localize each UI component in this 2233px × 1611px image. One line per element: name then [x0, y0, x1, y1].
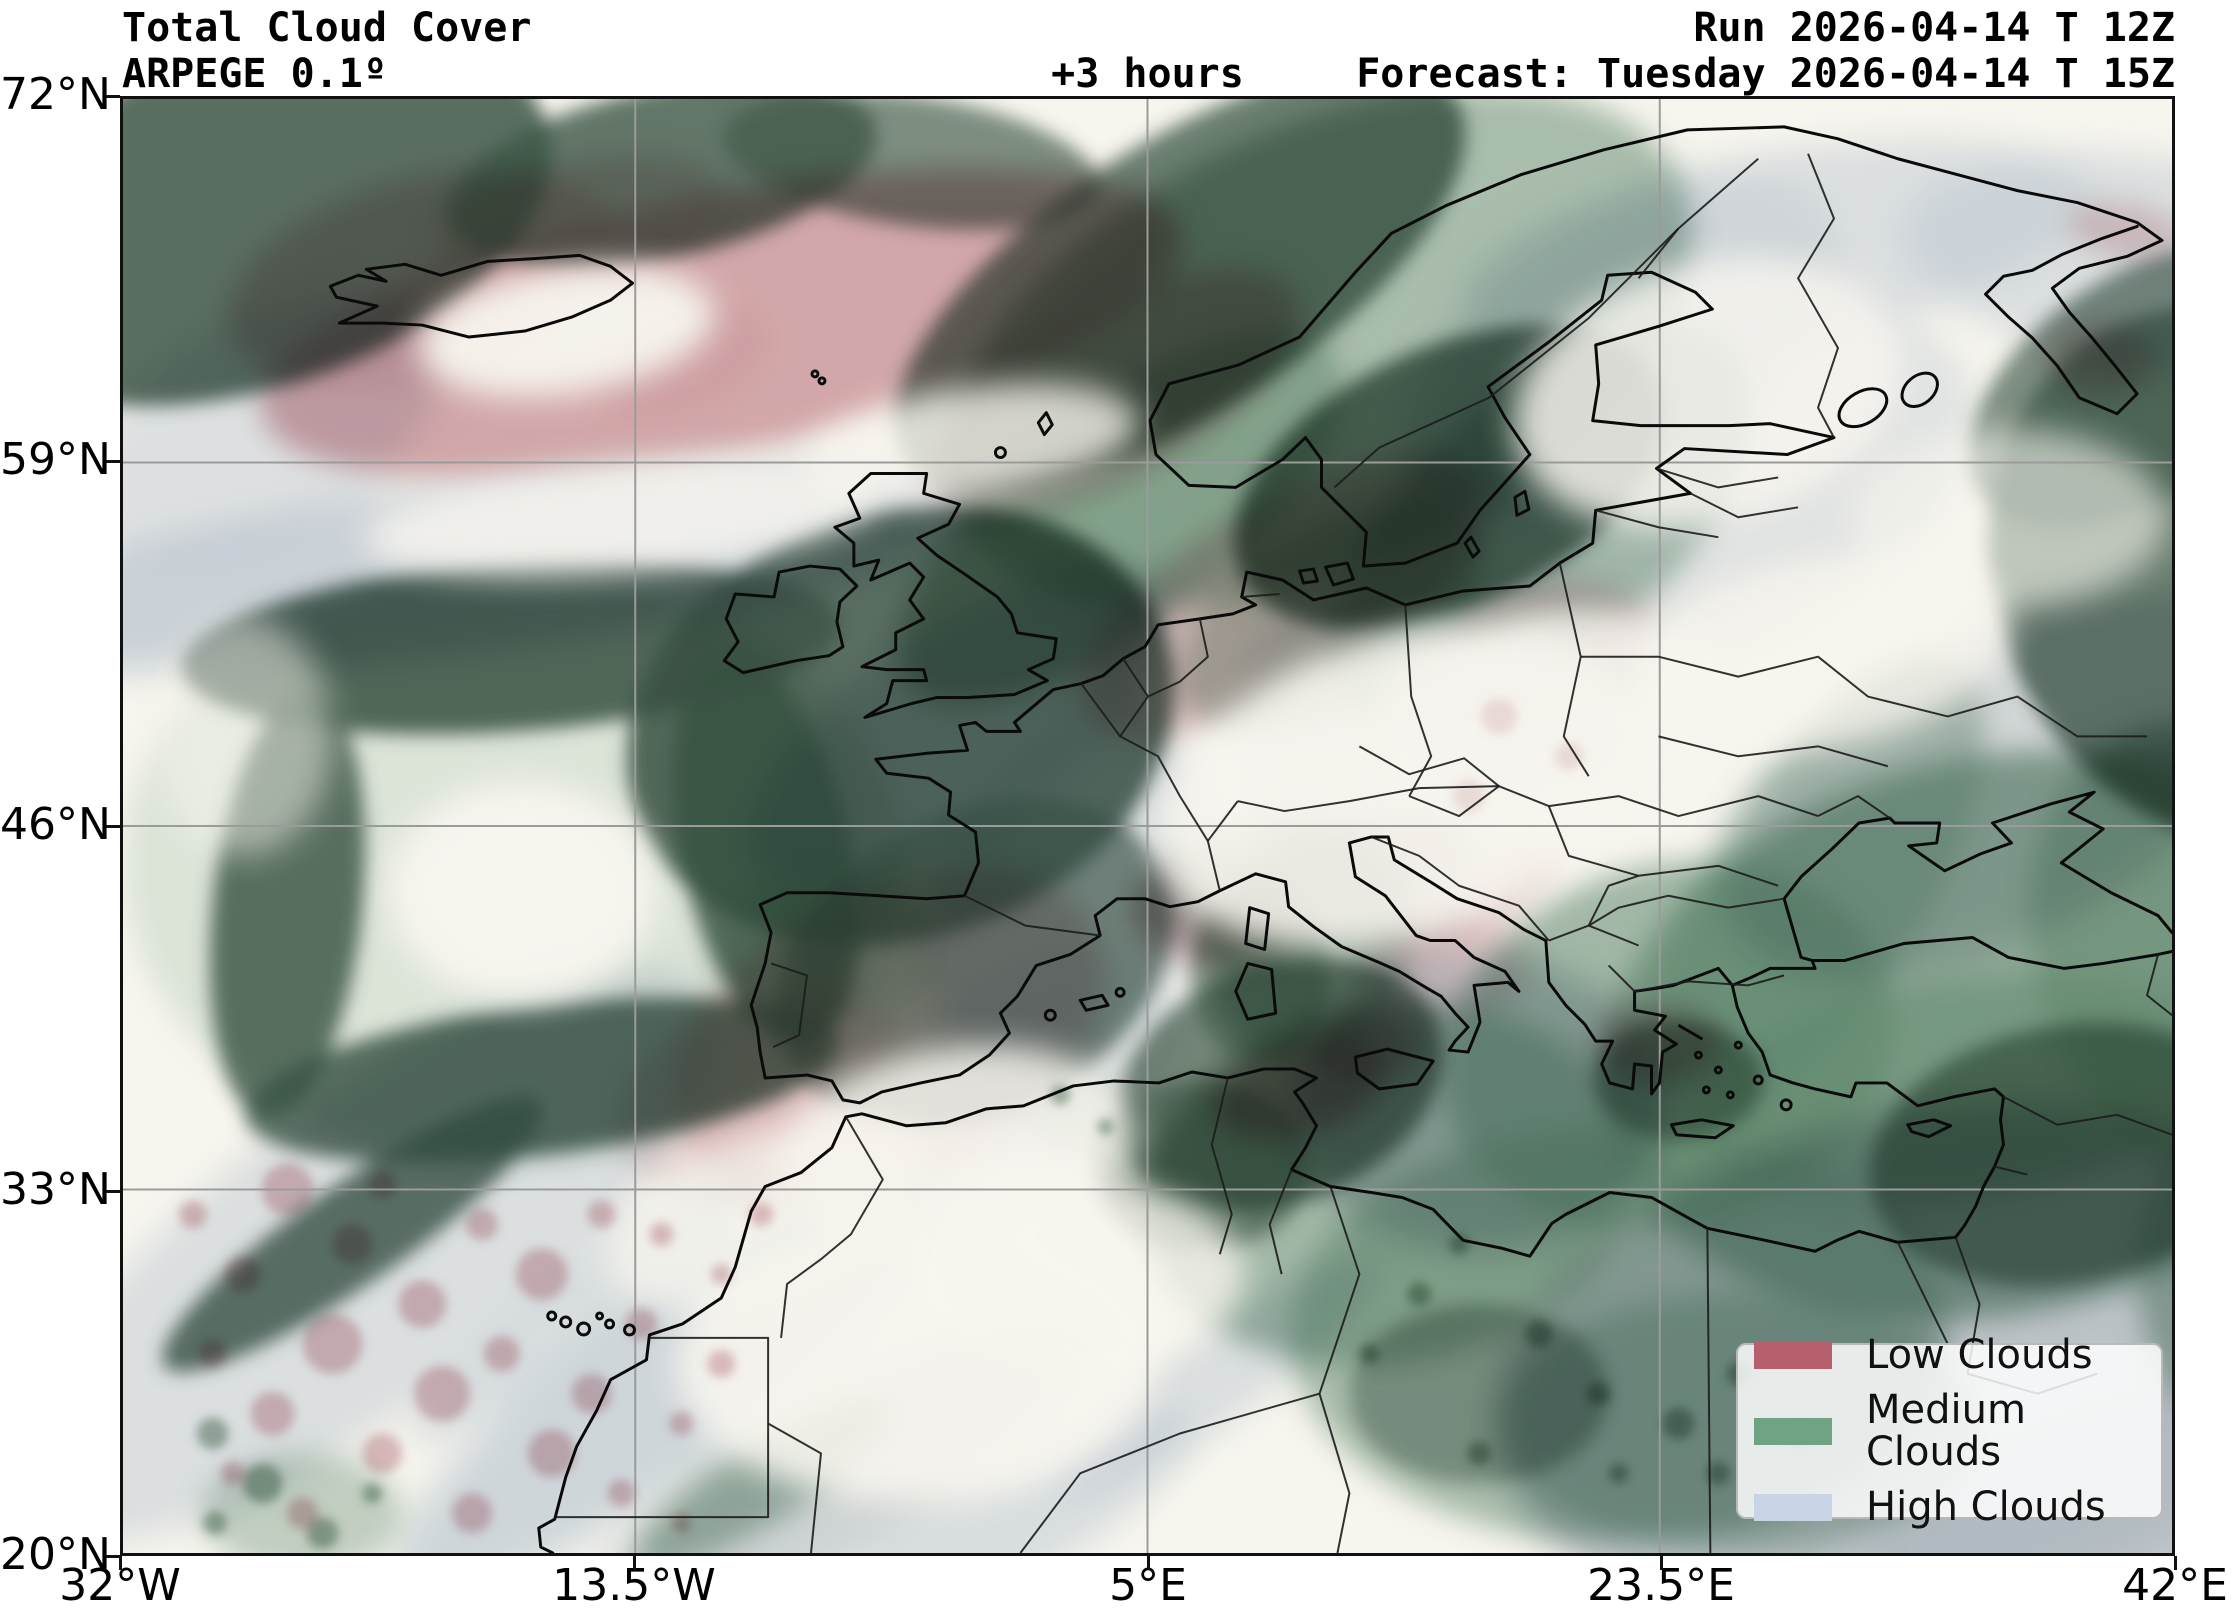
- y-axis-tickmark: [106, 824, 120, 828]
- legend-label: High Clouds: [1866, 1484, 2106, 1530]
- x-axis-tickmark: [2173, 1556, 2177, 1570]
- legend-row-low-clouds: Low Clouds: [1754, 1334, 2161, 1376]
- y-axis-tick-label: 33°N: [0, 1164, 111, 1215]
- y-axis-tickmark: [106, 459, 120, 463]
- x-axis-tickmark: [1659, 1556, 1663, 1570]
- y-axis-tickmark: [106, 1554, 120, 1558]
- legend-row-medium-clouds: Medium Clouds: [1754, 1389, 2161, 1473]
- y-axis-tick-label: 46°N: [0, 799, 111, 850]
- x-axis-tick-label: 13.5°W: [552, 1560, 716, 1611]
- graticule-grid: [123, 99, 2172, 1553]
- x-axis-tick-label: 23.5°E: [1587, 1560, 1735, 1611]
- model-label: ARPEGE 0.1º: [122, 51, 387, 97]
- y-axis-tick-label: 72°N: [0, 69, 111, 120]
- legend-label: Medium Clouds: [1866, 1387, 2026, 1475]
- y-axis-tickmark: [106, 94, 120, 98]
- cloud-cover-map: [123, 99, 2172, 1553]
- page-title: Total Cloud Cover: [122, 5, 532, 51]
- x-axis-tickmark: [1146, 1556, 1150, 1570]
- medium-clouds-swatch: [1754, 1417, 1832, 1445]
- x-axis-tick-label: 32°W: [59, 1560, 181, 1611]
- low-clouds-swatch: [1754, 1341, 1832, 1369]
- x-axis-tick-label: 42°E: [2122, 1560, 2228, 1611]
- map-legend: Low Clouds Medium Clouds High Clouds: [1736, 1334, 2163, 1528]
- forecast-timestamp: Forecast: Tuesday 2026-04-14 T 15Z: [1356, 51, 2175, 97]
- y-axis-tick-label: 20°N: [0, 1529, 111, 1580]
- x-axis-tickmark: [118, 1556, 122, 1570]
- high-clouds-swatch: [1754, 1493, 1832, 1521]
- y-axis-tick-label: 59°N: [0, 434, 111, 485]
- y-axis-tickmark: [106, 1189, 120, 1193]
- dense-cloud-layer: [123, 99, 2172, 1484]
- legend-row-high-clouds: High Clouds: [1754, 1486, 2161, 1528]
- islands: [546, 369, 1953, 1337]
- run-timestamp: Run 2026-04-14 T 12Z: [1693, 5, 2175, 51]
- legend-label: Low Clouds: [1866, 1332, 2093, 1378]
- coastlines: [328, 125, 2172, 1553]
- map-canvas: [120, 96, 2175, 1556]
- x-axis-tickmark: [632, 1556, 636, 1570]
- x-axis-tick-label: 5°E: [1109, 1560, 1187, 1611]
